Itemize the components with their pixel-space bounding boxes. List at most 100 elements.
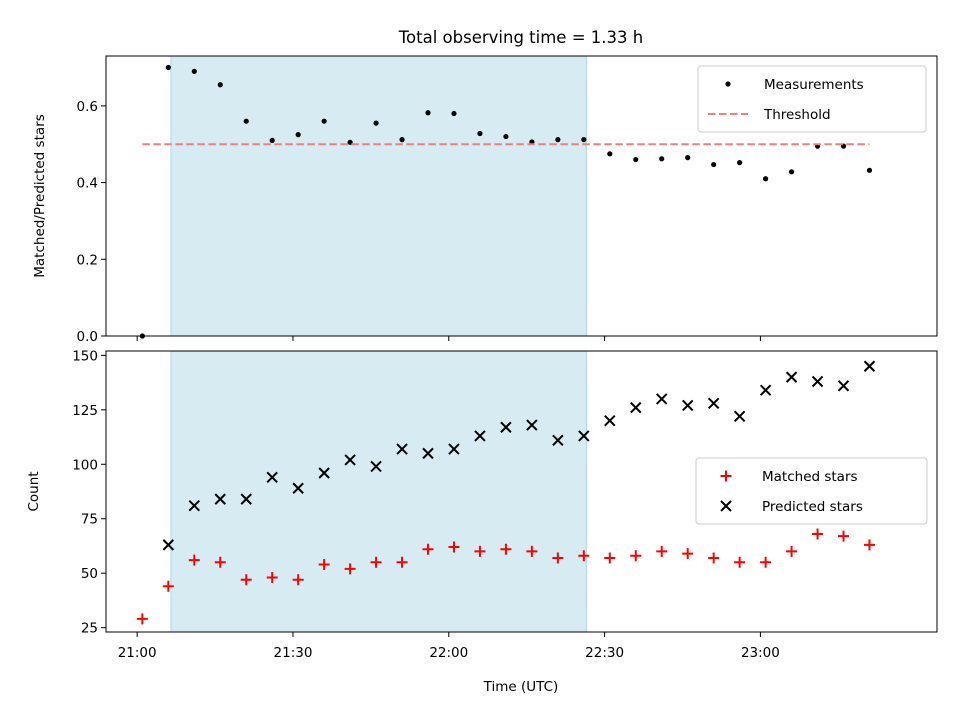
matched-stars-point [292,574,304,586]
measurements-point [217,82,223,88]
predicted-stars-point [396,443,408,455]
legend-label: Matched stars [762,469,858,485]
predicted-stars-point [474,430,486,442]
measurements-point [321,118,327,124]
measurements-point [373,120,379,126]
matched-stars-point [448,541,460,553]
predicted-stars-point [630,401,642,414]
measurements-point [295,132,301,138]
shaded-span [170,55,587,337]
matched-stars-point [734,556,746,568]
y-tick-label: 125 [72,403,98,419]
legend-label: Measurements [764,77,864,93]
measurements-point [866,167,873,173]
matched-stars-point [863,539,875,551]
predicted-stars-point [656,393,668,405]
predicted-stars-point [162,539,175,551]
y-tick-label: 75 [81,512,98,528]
predicted-stars-point [448,443,460,455]
matched-stars-point [136,613,148,625]
matched-stars-point [656,545,668,557]
predicted-stars-point [370,460,382,473]
measurements-point [399,137,405,143]
matched-stars-point [396,556,408,568]
x-tick-label: 22:00 [429,645,468,661]
y-tick-label: 0.2 [77,252,98,268]
measurements-point [685,155,691,161]
matched-stars-point [344,563,356,575]
matched-stars-point [318,558,330,570]
x-tick-label: 23:00 [741,645,780,661]
measurements-point [763,176,769,182]
measurements-point [243,118,249,124]
matched-stars-point [786,545,798,557]
predicted-stars-point [863,360,876,372]
figure-title: Total observing time = 1.33 h [398,28,643,47]
matched-stars-point [578,550,590,562]
legend-marker [720,500,732,512]
matched-stars-point [682,548,694,560]
predicted-stars-point [811,375,824,388]
matched-stars-point [422,543,434,555]
predicted-stars-point [733,410,746,423]
measurements-point [711,161,717,168]
axes-frame [105,55,938,337]
legend-marker [720,470,732,482]
measurements-point [503,133,509,140]
legend-marker [725,81,731,87]
measurements-point [425,110,431,116]
y-tick-label: 50 [81,566,98,582]
y-axis-label: Count [26,471,42,511]
predicted-stars-point [526,419,538,431]
matched-stars-point [708,552,720,564]
matched-stars-point [370,556,382,568]
predicted-stars-point [785,371,798,383]
predicted-stars-point [188,499,201,512]
predicted-stars-point [500,421,512,433]
matched-stars-point [760,556,772,568]
predicted-stars-point [604,414,616,427]
matched-stars-point [838,530,850,542]
predicted-stars-point [214,493,226,505]
matched-stars-point [240,574,252,586]
axes-frame [105,350,938,633]
matched-stars-point [604,552,616,564]
matched-stars-point [812,528,824,540]
x-axis-label: Time (UTC) [483,679,559,695]
measurements-point [607,151,613,157]
y-axis-label: Matched/Predicted stars [32,114,48,277]
y-tick-label: 100 [72,457,98,473]
measurements-point [477,130,483,137]
measurements-point [581,137,587,143]
measurements-point [555,137,561,143]
x-tick-label: 21:00 [118,645,157,661]
count-panel: 25 50 75 100 125 150 21:00 21:30 22:00 22:30 23:00… [26,348,938,661]
predicted-stars-point [552,434,564,447]
measurements-point [165,64,171,71]
predicted-stars-point [240,493,252,505]
y-tick-label: 0.0 [77,329,98,345]
predicted-stars-point [292,482,304,494]
measurements-point [529,139,535,145]
legend-box [697,65,927,133]
legend-label: Threshold [763,107,831,123]
legend-box [695,457,928,525]
predicted-stars-point [707,397,720,409]
predicted-stars-point [578,430,590,442]
matched-stars-point [162,580,174,592]
predicted-stars-point [422,447,434,460]
ratio-panel: 0.0 0.2 0.4 0.6 Matched/Predicted stars Measu… [32,55,938,345]
matched-stars-point [266,572,278,584]
shaded-span [170,350,587,633]
predicted-stars-point [759,384,772,396]
predicted-stars-point [318,467,330,479]
predicted-stars-point [837,380,850,392]
matched-stars-point [214,556,226,568]
matched-stars-point [188,554,200,566]
x-tick-label: 21:30 [274,645,313,661]
y-tick-label: 0.6 [77,99,98,115]
predicted-stars-point [266,471,278,484]
y-tick-label: 150 [72,348,98,364]
matched-stars-point [500,543,512,555]
legend-label: Predicted stars [762,499,863,515]
